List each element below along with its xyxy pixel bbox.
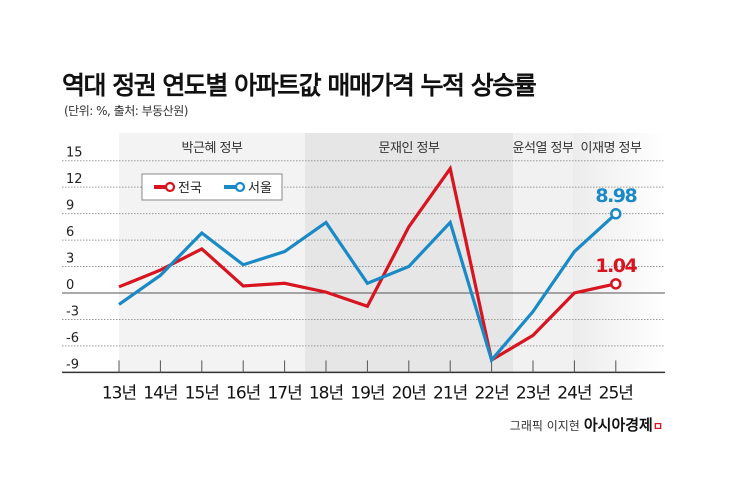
logo-mark-icon: ㅁ bbox=[652, 420, 663, 433]
end-point-marker bbox=[610, 278, 622, 290]
series-line-전국 bbox=[118, 164, 617, 363]
legend-label: 서울 bbox=[248, 181, 272, 196]
x-tick-label: 14년 bbox=[143, 383, 177, 403]
x-tick-label: 22년 bbox=[474, 383, 508, 403]
y-tick-label: 9 bbox=[66, 199, 74, 214]
legend-label: 전국 bbox=[178, 181, 202, 196]
x-tick-label: 13년 bbox=[102, 383, 136, 403]
government-label: 박근혜 정부 bbox=[182, 141, 243, 156]
x-tick-label: 24년 bbox=[557, 383, 591, 403]
y-tick-label: 0 bbox=[66, 278, 74, 293]
x-tick-label: 18년 bbox=[309, 383, 343, 403]
y-tick-label: -6 bbox=[66, 331, 79, 346]
x-tick-label: 20년 bbox=[392, 383, 426, 403]
government-band bbox=[513, 133, 573, 373]
credit: 그래픽 이지현 아시아경제ㅁ bbox=[510, 414, 663, 435]
chart-subtitle: (단위: %, 출처: 부동산원) bbox=[64, 104, 188, 118]
y-tick-label: -3 bbox=[66, 304, 79, 319]
x-tick-label: 19년 bbox=[350, 383, 384, 403]
y-tick-label: 3 bbox=[66, 252, 74, 267]
x-tick-label: 15년 bbox=[185, 383, 219, 403]
end-value-label: 1.04 bbox=[595, 255, 637, 277]
x-tick-label: 21년 bbox=[433, 383, 467, 403]
series-line-서울 bbox=[118, 212, 617, 364]
credit-text: 그래픽 이지현 bbox=[509, 419, 580, 433]
x-tick-label: 25년 bbox=[599, 383, 633, 403]
x-tick-label: 16년 bbox=[226, 383, 260, 403]
x-tick-label: 23년 bbox=[516, 383, 550, 403]
government-label: 이재명 정부 bbox=[581, 141, 642, 156]
government-band bbox=[119, 133, 305, 373]
legend-marker-icon bbox=[234, 181, 246, 193]
x-tick-label: 17년 bbox=[267, 383, 301, 403]
end-value-label: 8.98 bbox=[595, 185, 637, 207]
government-band bbox=[305, 133, 513, 373]
logo: 아시아경제 bbox=[583, 416, 653, 434]
chart-title: 역대 정권 연도별 아파트값 매매가격 누적 상승률 bbox=[62, 71, 537, 100]
legend-marker-icon bbox=[164, 181, 176, 193]
government-label: 윤석열 정부 bbox=[513, 141, 574, 156]
end-point-marker bbox=[610, 208, 622, 220]
government-band bbox=[573, 133, 665, 373]
legend-box bbox=[141, 173, 283, 201]
y-tick-label: 12 bbox=[66, 172, 83, 187]
y-tick-label: -9 bbox=[66, 357, 79, 372]
government-label: 문재인 정부 bbox=[379, 141, 440, 156]
y-tick-label: 15 bbox=[66, 146, 83, 161]
y-tick-label: 6 bbox=[66, 225, 74, 240]
